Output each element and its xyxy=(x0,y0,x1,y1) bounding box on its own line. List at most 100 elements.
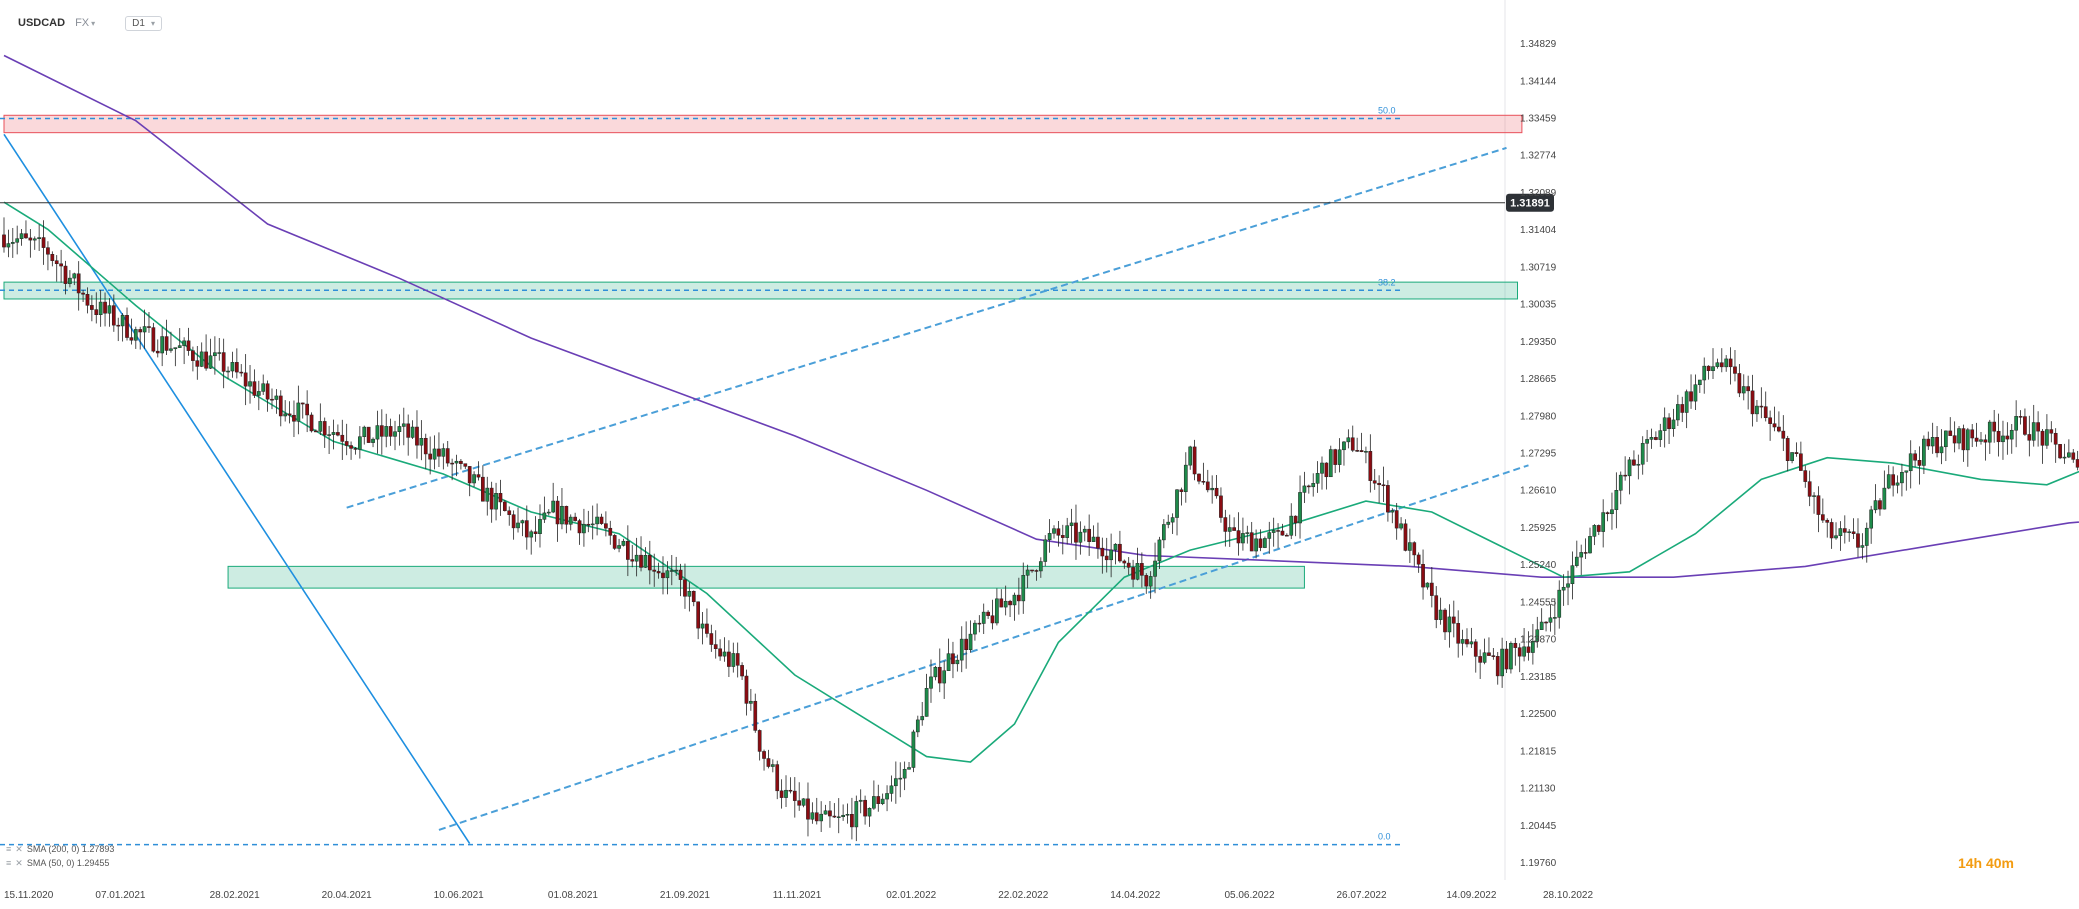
candle-body xyxy=(1759,405,1764,408)
candle-body xyxy=(476,474,481,478)
candle-body xyxy=(1263,538,1267,548)
candle-body xyxy=(472,474,476,484)
symbol-label[interactable]: USDCAD xyxy=(18,17,66,29)
candle-body xyxy=(1847,531,1852,533)
candle-body xyxy=(111,305,116,326)
settings-icon[interactable]: ≡ xyxy=(6,858,12,868)
candle-body xyxy=(1531,640,1535,653)
candle-body xyxy=(1755,405,1759,415)
candle-body xyxy=(1803,470,1808,482)
candle-body xyxy=(1025,569,1030,576)
candle-body xyxy=(507,510,512,515)
candle-body xyxy=(120,315,125,327)
candle-body xyxy=(292,414,296,422)
candle-body xyxy=(977,622,982,625)
candle-body xyxy=(779,790,784,798)
candle-body xyxy=(1210,487,1215,491)
candle-body xyxy=(1047,533,1052,541)
candle-body xyxy=(72,273,77,279)
candle-body xyxy=(990,615,995,624)
candle-body xyxy=(151,327,156,352)
candle-body xyxy=(1135,563,1140,580)
market-selector[interactable]: FX ▾ xyxy=(75,17,95,29)
candle-body xyxy=(489,487,494,510)
candle-body xyxy=(1579,552,1584,558)
candle-body xyxy=(792,790,797,801)
candle-body xyxy=(393,431,397,437)
candle-body xyxy=(1878,500,1882,510)
candle-body xyxy=(608,527,613,536)
candle-body xyxy=(1443,609,1447,633)
candle-body xyxy=(1860,545,1865,548)
candle-body xyxy=(801,798,806,806)
candle-body xyxy=(129,337,134,341)
candle-body xyxy=(50,254,55,261)
x-tick-label: 28.02.2021 xyxy=(210,890,260,901)
candle-body xyxy=(933,666,938,678)
y-tick-label: 1.26610 xyxy=(1520,486,1557,497)
candle-body xyxy=(1588,536,1592,554)
candle-body xyxy=(204,351,208,369)
candle-body xyxy=(2040,430,2045,446)
candle-body xyxy=(1728,358,1733,368)
candle-body xyxy=(1394,510,1399,529)
candle-body xyxy=(1082,528,1087,533)
candle-body xyxy=(1790,452,1794,461)
candle-body xyxy=(125,315,129,338)
candle-body xyxy=(1636,463,1641,466)
candle-body xyxy=(951,653,955,665)
candle-body xyxy=(1434,595,1439,620)
legend-row-sma200[interactable]: ≡ ✕ SMA (200, 0) 1.27893 xyxy=(6,842,114,856)
candle-body xyxy=(564,505,569,525)
candle-body xyxy=(2058,444,2062,459)
candle-body xyxy=(208,355,213,369)
candle-body xyxy=(1074,522,1078,543)
candle-body xyxy=(1544,621,1548,624)
candle-body xyxy=(893,778,898,787)
legend-sma200-label: SMA (200, 0) 1.27893 xyxy=(26,844,115,854)
candle-body xyxy=(309,414,314,432)
candle-body xyxy=(2001,435,2005,443)
candle-body xyxy=(441,448,446,457)
candle-body xyxy=(358,436,362,450)
candle-body xyxy=(1302,485,1307,493)
candle-body xyxy=(1807,481,1812,497)
candle-body xyxy=(1667,417,1671,429)
candle-body xyxy=(410,426,415,438)
candle-body xyxy=(173,347,178,350)
candle-body xyxy=(810,812,815,820)
candle-body xyxy=(432,448,437,460)
x-tick-label: 28.10.2022 xyxy=(1543,890,1593,901)
candle-body xyxy=(718,648,722,657)
candle-body xyxy=(582,523,586,534)
settings-icon[interactable]: ≡ xyxy=(6,844,12,854)
candle-body xyxy=(731,653,736,667)
candle-body xyxy=(1478,656,1483,663)
candle-body xyxy=(1188,446,1193,466)
candle-body xyxy=(713,644,718,650)
x-tick-label: 21.09.2021 xyxy=(660,890,710,901)
candle-body xyxy=(1289,515,1294,536)
y-tick-label: 1.34144 xyxy=(1520,76,1557,87)
candle-body xyxy=(652,569,657,572)
candle-body xyxy=(1104,555,1109,561)
candle-body xyxy=(1157,539,1162,562)
fib-level-label: 38.2 xyxy=(1378,277,1396,287)
candle-body xyxy=(485,487,490,502)
current-price-badge xyxy=(1506,193,1554,212)
close-icon[interactable]: ✕ xyxy=(15,844,23,854)
candle-body xyxy=(1271,530,1276,533)
candle-body xyxy=(964,638,968,650)
timeframe-selector[interactable]: D1 ▾ xyxy=(125,15,162,31)
close-icon[interactable]: ✕ xyxy=(15,858,23,868)
candle-body xyxy=(1869,509,1874,529)
candle-body xyxy=(1676,404,1680,421)
candle-body xyxy=(920,716,925,721)
candle-body xyxy=(1987,421,1992,443)
legend-row-sma50[interactable]: ≡ ✕ SMA (50, 0) 1.29455 xyxy=(6,856,114,870)
candle-body xyxy=(1711,366,1715,371)
candle-body xyxy=(375,425,380,440)
candle-body xyxy=(814,812,819,822)
candle-body xyxy=(590,523,595,526)
